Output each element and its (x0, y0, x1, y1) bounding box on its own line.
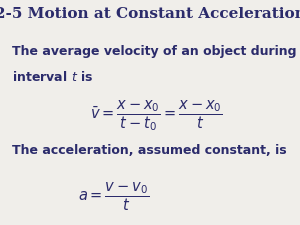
Text: The average velocity of an object during a time: The average velocity of an object during… (12, 45, 300, 58)
Text: 2-5 Motion at Constant Acceleration: 2-5 Motion at Constant Acceleration (0, 7, 300, 21)
Text: $\bar{v} = \dfrac{x - x_0}{t - t_0} = \dfrac{x - x_0}{t}$: $\bar{v} = \dfrac{x - x_0}{t - t_0} = \d… (90, 98, 222, 133)
Text: The acceleration, assumed constant, is: The acceleration, assumed constant, is (12, 144, 286, 157)
Text: interval $t$ is: interval $t$ is (12, 70, 93, 84)
Text: $a = \dfrac{v - v_0}{t}$: $a = \dfrac{v - v_0}{t}$ (78, 181, 150, 213)
